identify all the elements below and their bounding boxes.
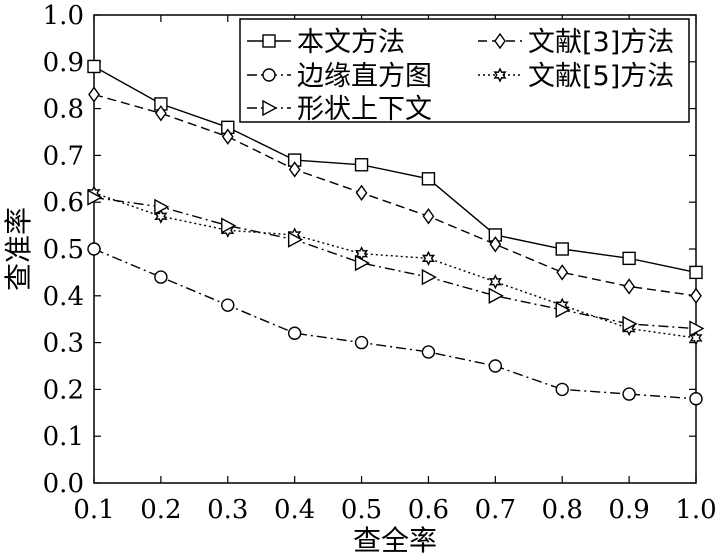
data-point-square bbox=[689, 265, 703, 280]
data-point-diamond bbox=[88, 86, 100, 103]
data-point-circle bbox=[287, 326, 302, 340]
data-point-triangle-right bbox=[555, 301, 571, 319]
series-2 bbox=[87, 242, 703, 406]
data-point-circle bbox=[689, 392, 703, 406]
legend-item: 文献[5]方法 bbox=[478, 61, 674, 92]
data-point-square bbox=[421, 172, 436, 186]
data-point-diamond bbox=[355, 184, 368, 202]
x-tick-label: 0.3 bbox=[207, 495, 248, 525]
legend-marker bbox=[494, 32, 506, 50]
series-layer bbox=[87, 59, 705, 406]
data-point-diamond bbox=[690, 287, 702, 305]
legend-marker bbox=[493, 67, 507, 83]
data-point-diamond bbox=[221, 128, 234, 145]
data-point-circle bbox=[555, 382, 569, 397]
axis-ticks: 0.1 0.2 0.3 0.4 0.5 0.6 0.7 0.8 0.9 1.00.00.10.20… bbox=[43, 1, 717, 525]
y-tick-label: 0.4 bbox=[43, 282, 84, 312]
data-point-diamond bbox=[623, 278, 635, 295]
data-point-circle bbox=[354, 335, 369, 350]
series-3 bbox=[87, 185, 703, 346]
legend-marker bbox=[262, 68, 276, 82]
x-tick-label: 0.8 bbox=[542, 495, 583, 525]
y-tick-label: 0.8 bbox=[43, 95, 84, 125]
data-point-triangle-right bbox=[354, 254, 371, 272]
data-point-triangle-right bbox=[154, 198, 170, 216]
x-tick-label: 1.0 bbox=[675, 495, 716, 525]
y-tick-label: 0.6 bbox=[43, 188, 84, 218]
data-point-star bbox=[488, 274, 502, 290]
data-point-star bbox=[421, 250, 436, 266]
y-tick-label: 0.9 bbox=[43, 48, 84, 78]
y-tick-label: 0.1 bbox=[43, 422, 84, 452]
data-point-diamond bbox=[288, 161, 301, 178]
legend-marker bbox=[262, 99, 278, 117]
x-tick-label: 0.6 bbox=[408, 495, 449, 525]
data-point-triangle-right bbox=[221, 217, 237, 234]
series-line bbox=[93, 93, 697, 297]
legend-label: 形状上下文 bbox=[297, 94, 432, 125]
data-point-diamond bbox=[422, 208, 435, 225]
data-point-square bbox=[622, 251, 636, 266]
y-axis-label: 查准率 bbox=[2, 207, 35, 291]
x-tick-label: 0.4 bbox=[274, 495, 315, 525]
data-point-circle bbox=[488, 359, 503, 373]
data-point-diamond bbox=[489, 236, 502, 253]
x-tick-label: 0.7 bbox=[475, 495, 516, 525]
series-line bbox=[93, 196, 697, 330]
x-tick-label: 0.1 bbox=[73, 495, 114, 525]
x-tick-label: 0.2 bbox=[140, 495, 181, 525]
data-point-diamond bbox=[556, 264, 569, 281]
data-point-circle bbox=[622, 387, 636, 401]
y-tick-label: 0.0 bbox=[43, 469, 84, 499]
data-point-diamond bbox=[155, 105, 167, 122]
legend-label: 边缘直方图 bbox=[297, 61, 432, 92]
data-point-triangle-right bbox=[622, 315, 638, 333]
legend-marker bbox=[262, 34, 276, 48]
data-point-triangle-right bbox=[87, 189, 103, 206]
data-point-square bbox=[87, 59, 101, 74]
series-1 bbox=[88, 86, 702, 305]
legend-label: 文献[3]方法 bbox=[528, 27, 674, 58]
y-tick-label: 1.0 bbox=[43, 1, 84, 31]
data-point-circle bbox=[87, 242, 101, 256]
legend-item: 边缘直方图 bbox=[247, 61, 432, 92]
data-point-circle bbox=[221, 298, 235, 312]
series-line bbox=[93, 192, 697, 339]
legend-label: 文献[5]方法 bbox=[528, 61, 674, 92]
y-tick-label: 0.7 bbox=[43, 141, 84, 171]
x-tick-label: 0.9 bbox=[608, 495, 649, 525]
series-line bbox=[93, 248, 697, 400]
data-point-square bbox=[555, 242, 569, 256]
x-tick-label: 0.5 bbox=[341, 495, 382, 525]
legend-item: 本文方法 bbox=[247, 27, 405, 58]
legend-item: 形状上下文 bbox=[247, 94, 432, 125]
data-point-circle bbox=[154, 270, 168, 284]
legend-label: 本文方法 bbox=[297, 27, 405, 58]
legend-box bbox=[239, 18, 690, 123]
y-tick-label: 0.3 bbox=[43, 329, 84, 359]
data-point-triangle-right bbox=[488, 287, 504, 304]
series-line bbox=[93, 65, 697, 274]
data-point-square bbox=[354, 158, 369, 172]
y-tick-label: 0.2 bbox=[43, 375, 84, 405]
series-4 bbox=[87, 189, 705, 337]
x-axis-label: 查全率 bbox=[353, 524, 437, 554]
y-tick-label: 0.5 bbox=[43, 235, 84, 265]
data-point-circle bbox=[421, 345, 436, 359]
data-point-triangle-right bbox=[689, 320, 705, 337]
data-point-triangle-right bbox=[287, 231, 304, 248]
legend-item: 文献[3]方法 bbox=[478, 27, 674, 58]
data-point-triangle-right bbox=[421, 268, 437, 286]
